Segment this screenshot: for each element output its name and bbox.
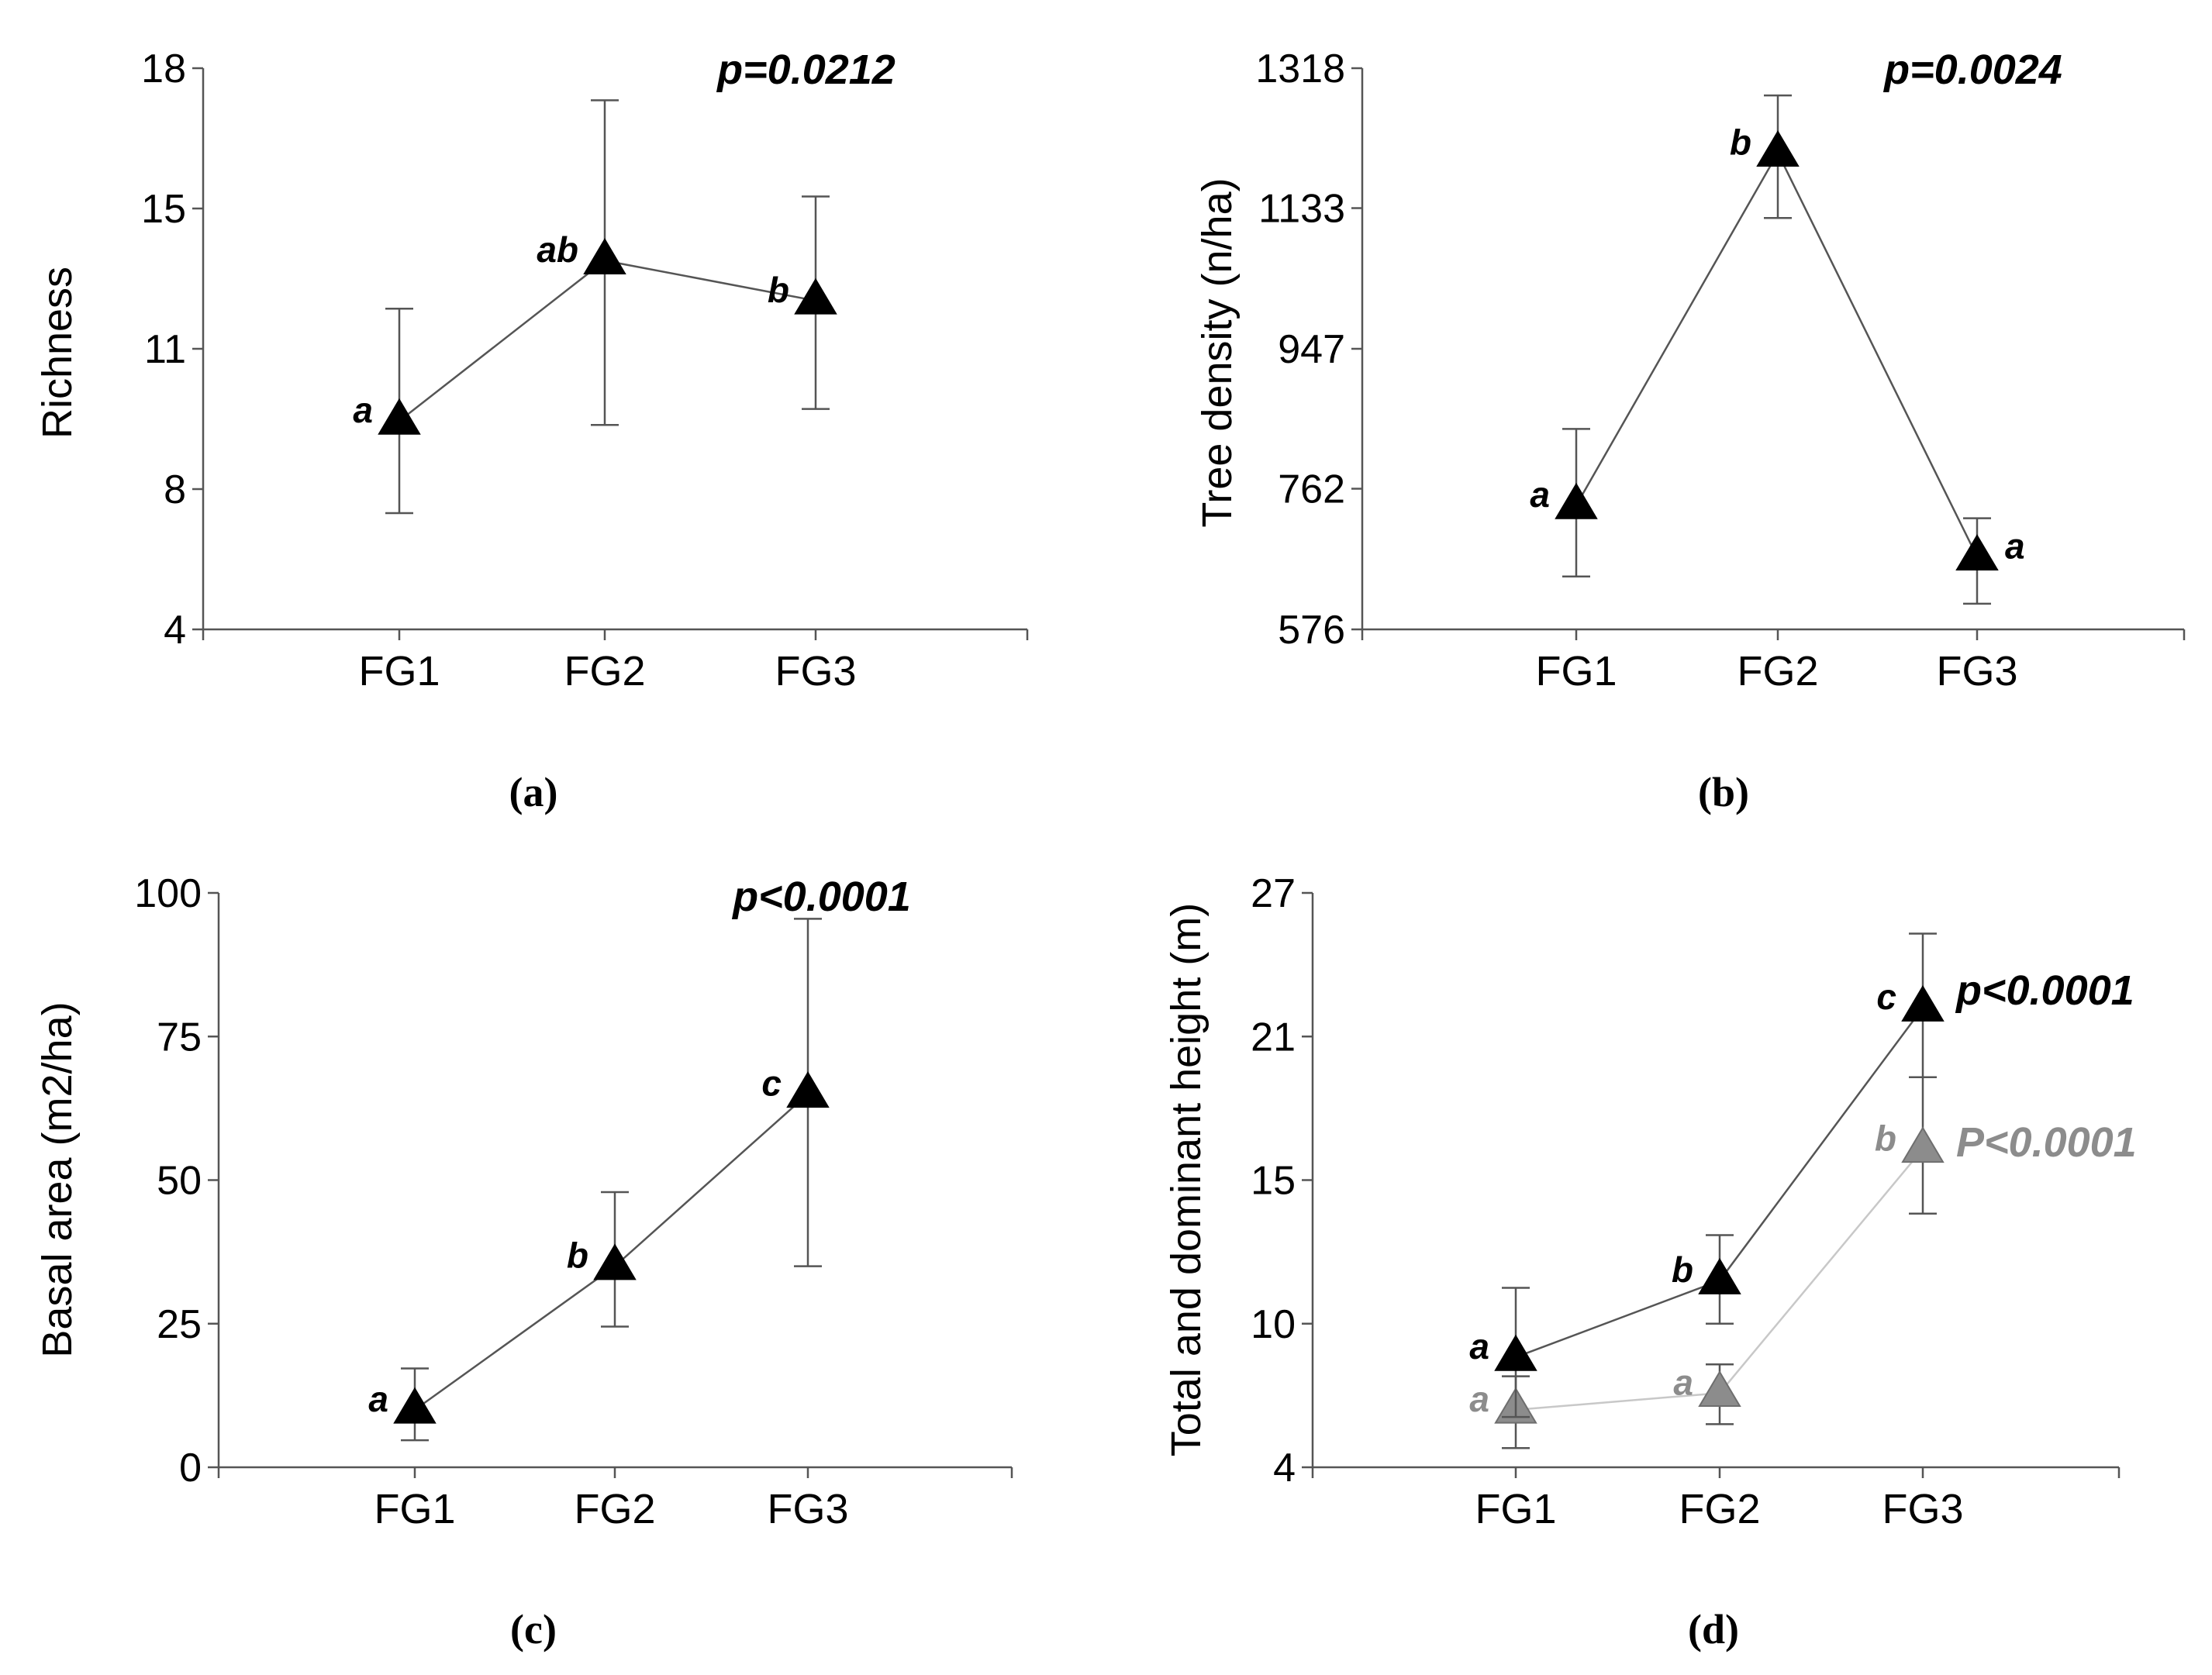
y-tick-label: 762 (1278, 467, 1345, 512)
data-point (593, 1243, 637, 1280)
y-tick-label: 576 (1278, 608, 1345, 653)
panel-a-ylabel: Richness (34, 267, 81, 439)
y-tick-label: 100 (134, 871, 202, 916)
sig-letter: c (761, 1063, 782, 1103)
panel-c-pvalue: p<0.0001 (731, 874, 911, 920)
plot-2: 576 762 947 1133 1318 FG1 FG2 FG3 a b a (1255, 47, 2186, 694)
panel-b: Tree density (n/ha) p=0.0024 (b) (1194, 47, 2062, 815)
x-tick-label: FG3 (1936, 648, 2017, 694)
data-point (583, 237, 626, 274)
y-tick-label: 10 (1251, 1302, 1296, 1347)
sig-letter: c (1876, 977, 1896, 1017)
sig-letter: a (1469, 1379, 1489, 1419)
data-point (794, 277, 837, 315)
x-tick-label: FG2 (564, 648, 645, 694)
panel-d-pvalue-dominant: p<0.0001 (1955, 967, 2134, 1014)
x-tick-label: FG1 (374, 1486, 455, 1532)
panel-d: Total and dominant height (m) p<0.0001 P… (1163, 903, 2137, 1653)
sig-letter: b (1730, 122, 1751, 162)
x-tick-label: FG3 (767, 1486, 848, 1532)
y-tick-label: 21 (1251, 1015, 1296, 1060)
panel-c: Basal area (m2/ha) p<0.0001 (c) (34, 874, 911, 1653)
plot-3: 0 25 50 75 100 FG1 FG2 FG3 a b c (134, 871, 1013, 1532)
y-tick-label: 15 (1251, 1159, 1296, 1204)
y-tick-label: 8 (164, 467, 186, 512)
data-point (1698, 1370, 1741, 1408)
data-point (1494, 1334, 1537, 1371)
panel-c-caption: (c) (510, 1606, 557, 1653)
panel-d-caption: (d) (1688, 1606, 1739, 1653)
sig-letter: a (1469, 1326, 1489, 1367)
data-point (786, 1071, 830, 1108)
sig-letter: b (1672, 1249, 1693, 1290)
sig-letter: b (567, 1236, 588, 1276)
panel-b-pvalue: p=0.0024 (1882, 47, 2062, 93)
y-tick-label: 4 (1273, 1446, 1296, 1491)
sig-letter: b (768, 270, 789, 310)
sig-letter: a (1673, 1362, 1693, 1402)
panel-a-caption: (a) (509, 769, 558, 815)
sig-letter: b (1875, 1118, 1896, 1158)
data-point (393, 1387, 437, 1424)
panel-c-ylabel: Basal area (m2/ha) (34, 1001, 81, 1357)
panel-b-ylabel: Tree density (n/ha) (1194, 177, 1241, 527)
data-point (1901, 984, 1945, 1022)
x-tick-label: FG3 (775, 648, 856, 694)
sig-letter: a (368, 1379, 388, 1419)
panel-d-ylabel: Total and dominant height (m) (1163, 903, 1210, 1456)
y-tick-label: 25 (157, 1302, 202, 1347)
panel-a: Richness p=0.0212 (a) (34, 47, 895, 815)
y-tick-label: 1318 (1255, 47, 1345, 91)
x-tick-label: FG1 (358, 648, 440, 694)
y-tick-label: 50 (157, 1159, 202, 1204)
data-point (1555, 482, 1598, 519)
x-tick-label: FG3 (1882, 1486, 1963, 1532)
x-tick-label: FG1 (1535, 648, 1617, 694)
panel-d-pvalue-total: P<0.0001 (1956, 1119, 2137, 1166)
panel-b-caption: (b) (1698, 769, 1749, 815)
data-point (378, 398, 421, 435)
sig-letter: a (1530, 474, 1550, 515)
y-tick-label: 0 (179, 1446, 202, 1491)
y-tick-label: 947 (1278, 327, 1345, 372)
series-line (1575, 150, 1979, 557)
sig-letter: a (2005, 526, 2025, 566)
x-tick-label: FG1 (1475, 1486, 1556, 1532)
sig-letter: ab (537, 229, 578, 270)
y-tick-label: 1133 (1258, 187, 1345, 232)
x-tick-label: FG2 (1679, 1486, 1760, 1532)
y-tick-label: 4 (164, 608, 186, 653)
y-tick-label: 75 (157, 1015, 202, 1060)
series-line (399, 259, 816, 422)
sig-letter: a (353, 390, 373, 430)
data-point (1955, 534, 1999, 571)
data-point (1698, 1257, 1741, 1294)
data-point (1901, 1126, 1945, 1163)
panel-a-pvalue: p=0.0212 (716, 47, 895, 93)
x-tick-label: FG2 (1737, 648, 1818, 694)
y-tick-label: 11 (144, 327, 186, 372)
x-tick-label: FG2 (574, 1486, 655, 1532)
y-tick-label: 27 (1251, 871, 1296, 916)
y-tick-label: 15 (141, 187, 186, 232)
y-tick-label: 18 (141, 47, 186, 91)
data-point (1756, 130, 1800, 167)
plot-1: 4 8 11 15 18 FG1 FG2 FG3 a ab b (141, 47, 1029, 694)
